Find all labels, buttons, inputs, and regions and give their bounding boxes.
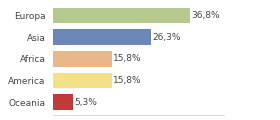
Text: 36,8%: 36,8%: [191, 11, 220, 20]
Text: 15,8%: 15,8%: [113, 54, 142, 63]
Bar: [53, 29, 151, 45]
Text: 26,3%: 26,3%: [152, 33, 181, 42]
Text: 15,8%: 15,8%: [113, 76, 142, 85]
Text: 5,3%: 5,3%: [74, 98, 97, 107]
Bar: [53, 51, 112, 67]
Bar: [53, 8, 190, 23]
Bar: [53, 94, 73, 110]
Bar: [53, 73, 112, 88]
